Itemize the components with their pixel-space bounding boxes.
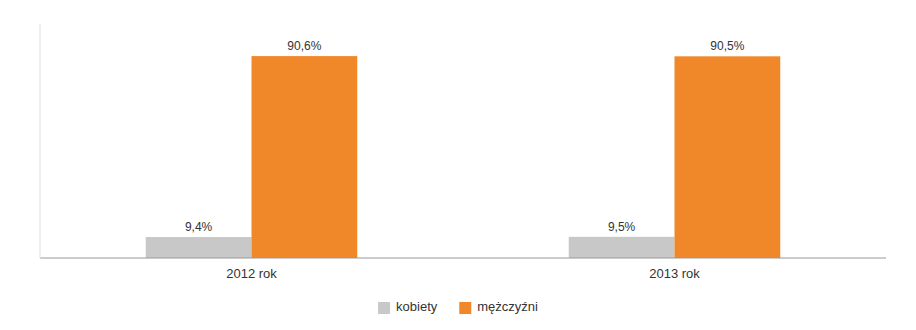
data-label: 9,5% (608, 220, 636, 234)
axes: 2012 rok 2013 rok (40, 24, 886, 281)
bar (146, 237, 252, 258)
bar (569, 237, 675, 258)
legend-swatch (459, 302, 471, 314)
bars (146, 56, 781, 258)
data-label: 90,5% (710, 39, 744, 53)
data-label: 9,4% (185, 220, 213, 234)
legend-swatch (378, 302, 390, 314)
chart-container: 2012 rok 2013 rok 9,4% 9,5% 90,6% 90,5% kobiet… (0, 0, 916, 330)
y-axis-line (40, 24, 41, 258)
legend-label: mężczyźni (477, 299, 538, 314)
x-axis-line (40, 258, 886, 259)
legend-label: kobiety (396, 299, 438, 314)
x-tick-label: 2012 rok (226, 266, 277, 281)
data-label: 90,6% (287, 39, 321, 53)
x-tick-label: 2013 rok (649, 266, 700, 281)
chart-svg: 2012 rok 2013 rok 9,4% 9,5% 90,6% 90,5% kobiet… (0, 0, 916, 330)
legend: kobiety mężczyźni (378, 299, 538, 314)
data-labels: 9,4% 9,5% 90,6% 90,5% (185, 39, 745, 234)
legend-item: kobiety (378, 299, 438, 314)
bar (675, 56, 781, 258)
legend-item: mężczyźni (459, 299, 538, 314)
bar (252, 56, 358, 258)
